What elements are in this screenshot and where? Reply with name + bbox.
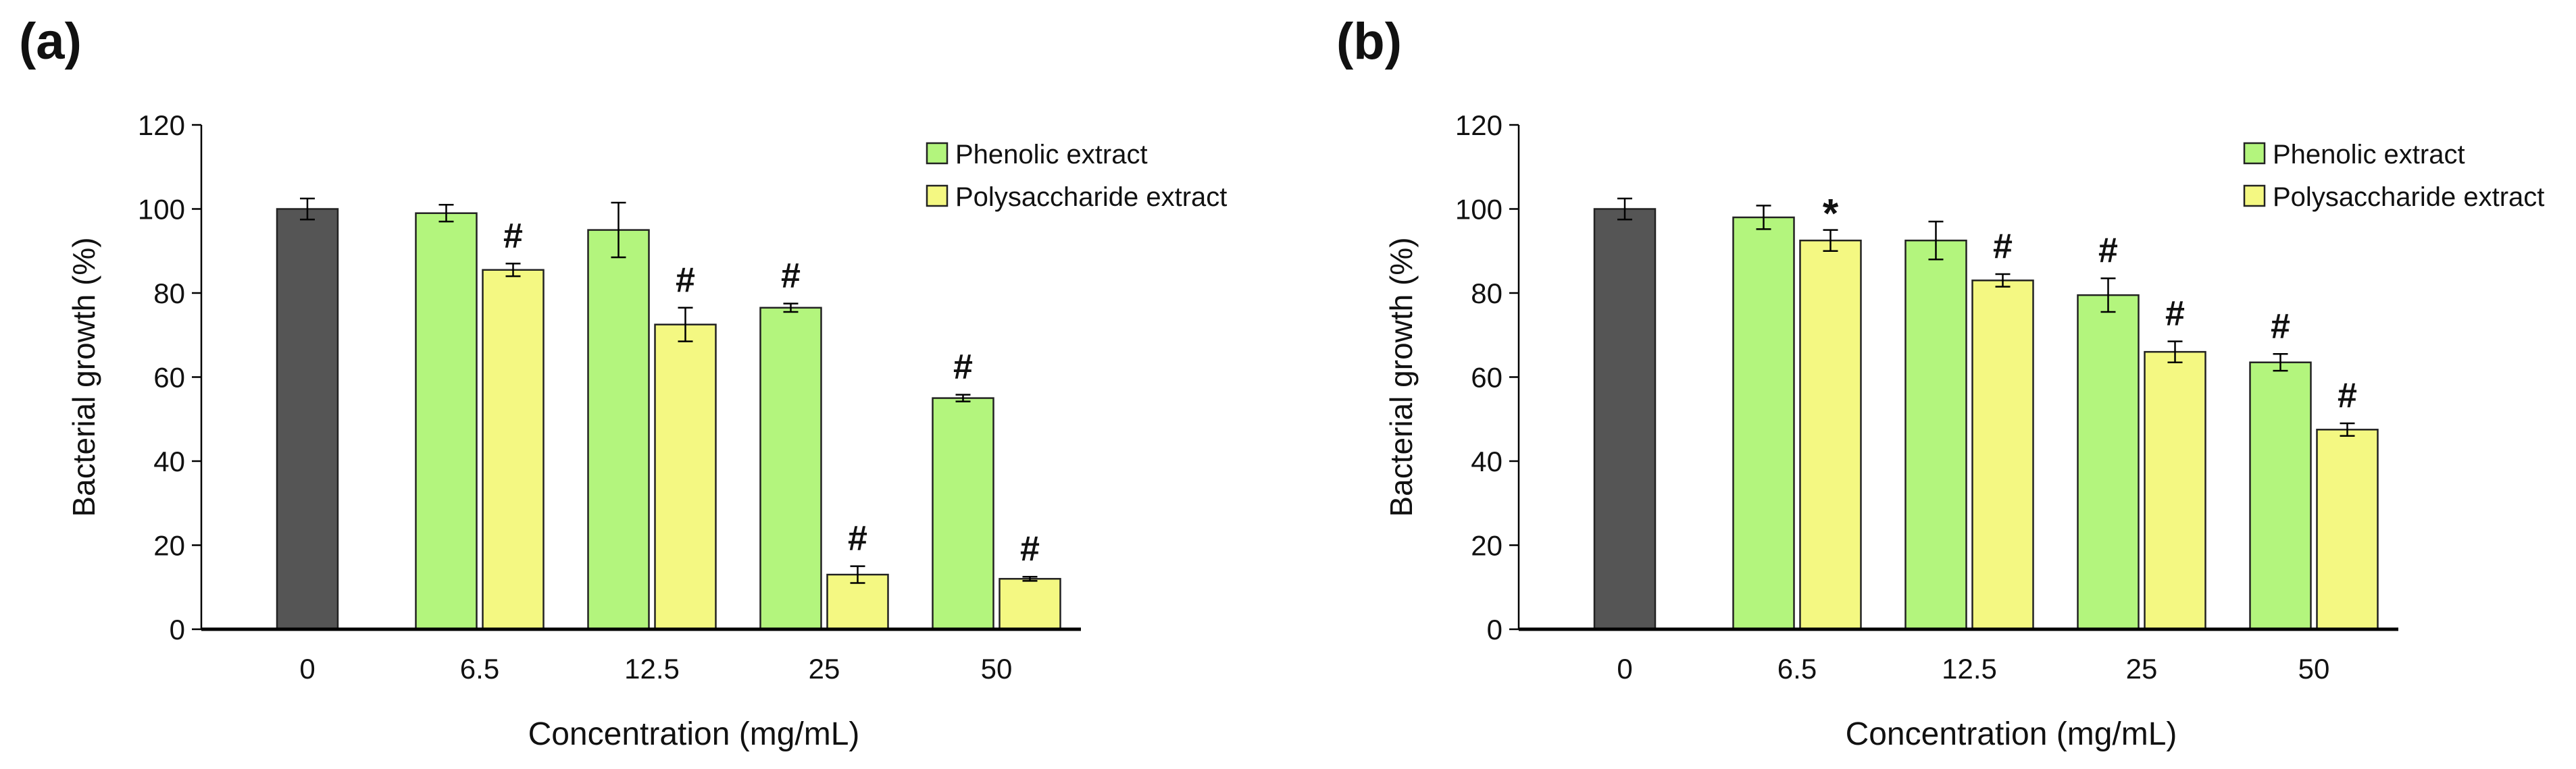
significance-mark: # [953, 348, 973, 387]
significance-mark: # [1020, 529, 1040, 568]
x-tick-label: 0 [299, 653, 315, 685]
bar-polysaccharide [482, 269, 545, 631]
y-tick-label: 100 [138, 194, 185, 226]
y-tick-label: 80 [1471, 277, 1502, 309]
legend-label: Phenolic extract [2273, 140, 2465, 169]
legend-label: Polysaccharide extract [955, 182, 1227, 212]
significance-mark: # [2098, 231, 2118, 270]
y-tick-label: 20 [1471, 530, 1502, 562]
significance-mark: # [2338, 376, 2357, 415]
panel-label-a: (a) [19, 13, 82, 70]
y-axis-title: Bacterial growth (%) [66, 237, 101, 516]
y-tick-label: 60 [153, 362, 185, 394]
significance-mark: # [2271, 307, 2290, 346]
bar-control [1593, 208, 1657, 631]
bar-polysaccharide [999, 578, 1061, 631]
x-tick-label: 6.5 [460, 653, 499, 685]
significance-mark: # [2165, 294, 2185, 334]
legend-label: Phenolic extract [955, 140, 1148, 169]
y-tick-label: 60 [1471, 362, 1502, 394]
legend-swatch-polysaccharide [2243, 184, 2266, 207]
y-axis-title: Bacterial growth (%) [1384, 237, 1419, 516]
x-tick-label: 12.5 [1942, 653, 1997, 685]
bar-polysaccharide [1971, 280, 2034, 631]
y-tick-label: 0 [170, 614, 185, 645]
bar-phenolic [932, 397, 994, 631]
x-axis-title: Concentration (mg/mL) [528, 716, 860, 752]
x-tick-label: 6.5 [1777, 653, 1817, 685]
x-tick-label: 50 [2298, 653, 2330, 685]
y-tick-label: 40 [153, 446, 185, 477]
significance-mark: # [676, 261, 695, 300]
legend-swatch-phenolic [926, 142, 949, 165]
y-tick-label: 40 [1471, 446, 1502, 477]
bar-phenolic [415, 212, 478, 631]
bar-phenolic [759, 307, 822, 631]
significance-mark: # [503, 216, 523, 255]
bar-phenolic [1732, 216, 1795, 631]
significance-mark: # [848, 519, 867, 558]
significance-mark: * [1823, 191, 1839, 236]
y-tick-label: 80 [153, 277, 185, 309]
legend-swatch-polysaccharide [926, 184, 949, 207]
bar-phenolic [2249, 361, 2312, 631]
x-tick-label: 50 [981, 653, 1013, 685]
bar-chart-b: 0 20 40 60 80 100 120 Bacterial growth (%) 0 * 6.5… [1384, 109, 2544, 752]
y-tick-label: 20 [153, 530, 185, 562]
bar-polysaccharide [1799, 239, 1862, 631]
y-tick-label: 100 [1455, 194, 1502, 226]
legend-swatch-phenolic [2243, 142, 2266, 165]
bar-control [276, 208, 339, 631]
x-axis-title: Concentration (mg/mL) [1846, 716, 2177, 752]
y-tick-label: 0 [1487, 614, 1502, 645]
bar-phenolic [2077, 294, 2140, 631]
x-tick-label: 0 [1617, 653, 1632, 685]
bar-chart-a: 0 20 40 60 80 100 120 Bacterial growth (%) 0 #6.5… [66, 109, 1227, 752]
y-tick-label: 120 [138, 109, 185, 141]
y-tick-label: 120 [1455, 109, 1502, 141]
x-tick-label: 12.5 [624, 653, 680, 685]
x-tick-label: 25 [2126, 653, 2158, 685]
panel-label-b: (b) [1336, 13, 1403, 70]
significance-mark: # [1993, 227, 2013, 266]
x-tick-label: 25 [809, 653, 840, 685]
bar-polysaccharide [654, 323, 717, 631]
bar-polysaccharide [2316, 429, 2379, 631]
legend-label: Polysaccharide extract [2273, 182, 2544, 212]
significance-mark: # [781, 257, 801, 296]
bar-phenolic [1904, 239, 1967, 631]
bar-phenolic [587, 229, 650, 631]
bar-polysaccharide [2144, 350, 2206, 631]
